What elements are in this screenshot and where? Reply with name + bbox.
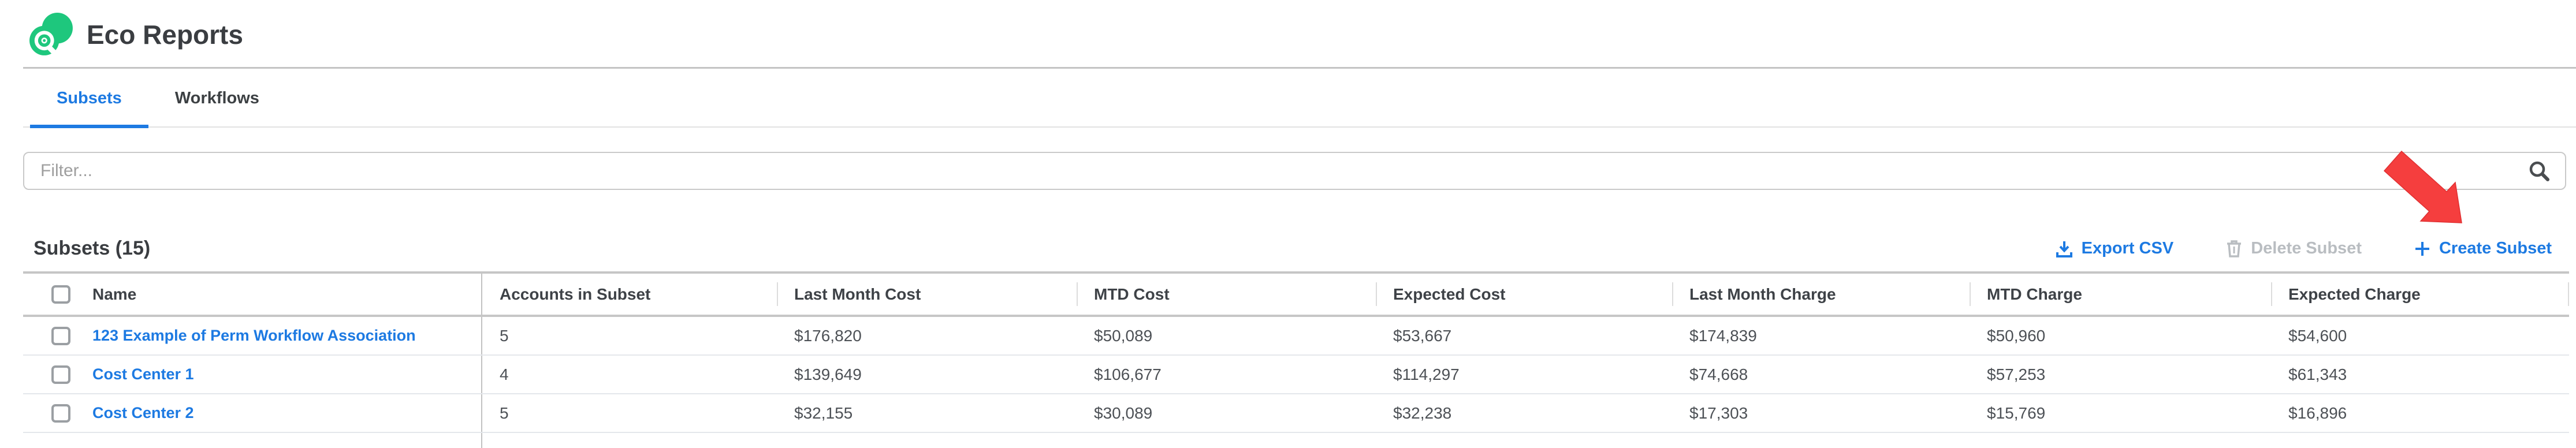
subset-name-link[interactable]: Cost Center 1 — [92, 365, 194, 383]
column-header-expected-charge: Expected Charge — [2271, 274, 2569, 315]
last-month-cost-cell: $176,820 — [794, 326, 862, 345]
tab-workflows[interactable]: Workflows — [174, 89, 259, 107]
last-month-cost-cell: $32,155 — [794, 404, 853, 422]
app-header: Eco Reports — [0, 0, 2576, 69]
tab-bar: Subsets Workflows — [0, 69, 2576, 128]
filter-bar — [23, 152, 2566, 190]
expected-cost-cell: $32,238 — [1393, 404, 1452, 422]
create-subset-label: Create Subset — [2439, 239, 2552, 257]
trash-icon — [2227, 240, 2242, 257]
mtd-charge-cell: $50,960 — [1987, 326, 2046, 345]
column-header-name-label: Name — [92, 285, 137, 303]
table-row: 123 Example of Perm Workflow Association… — [23, 317, 2569, 356]
column-header-last-month-cost: Last Month Cost — [777, 274, 1077, 315]
table-row: Cost Center 2 5 $32,155 $30,089 $32,238 … — [23, 394, 2569, 433]
last-month-cost-cell: $139,649 — [794, 365, 862, 383]
plus-icon — [2415, 241, 2429, 256]
create-subset-button[interactable]: Create Subset — [2414, 239, 2552, 258]
last-month-charge-cell: $17,303 — [1689, 404, 1748, 422]
column-header-accounts: Accounts in Subset — [481, 274, 777, 315]
table-row: Cost Center 1 4 $139,649 $106,677 $114,2… — [23, 356, 2569, 394]
expected-cost-cell: $53,667 — [1393, 326, 1452, 345]
tab-subsets[interactable]: Subsets — [30, 69, 148, 128]
last-month-charge-cell: $174,839 — [1689, 326, 1757, 345]
column-header-name: Name — [23, 274, 481, 315]
action-buttons: Export CSV Delete Subset Create Subset — [2003, 239, 2552, 258]
name-cell: 123 Example of Perm Workflow Association — [23, 317, 481, 354]
expected-cost-cell: $114,297 — [1393, 365, 1460, 383]
mtd-charge-cell: $15,769 — [1987, 404, 2046, 422]
export-csv-button[interactable]: Export CSV — [2055, 239, 2174, 258]
download-icon — [2056, 241, 2072, 257]
search-icon — [2529, 161, 2549, 181]
accounts-cell: 4 — [481, 356, 777, 393]
column-header-expected-cost: Expected Cost — [1376, 274, 1672, 315]
accounts-cell: 5 — [481, 394, 777, 432]
column-header-mtd-charge: MTD Charge — [1970, 274, 2271, 315]
table-header-row: Name Accounts in Subset Last Month Cost … — [23, 274, 2569, 317]
subset-name-link[interactable]: 123 Example of Perm Workflow Association — [92, 327, 416, 344]
select-all-checkbox[interactable] — [51, 285, 70, 304]
export-csv-label: Export CSV — [2081, 239, 2174, 257]
row-checkbox[interactable] — [51, 365, 70, 384]
page-title: Eco Reports — [87, 19, 243, 50]
expected-charge-cell: $54,600 — [2288, 326, 2347, 345]
delete-subset-label: Delete Subset — [2251, 239, 2362, 257]
column-header-mtd-cost: MTD Cost — [1077, 274, 1376, 315]
mtd-charge-cell: $57,253 — [1987, 365, 2046, 383]
eco-logo-icon — [29, 12, 73, 57]
mtd-cost-cell: $50,089 — [1094, 326, 1153, 345]
subset-name-link[interactable]: Cost Center 2 — [92, 404, 194, 421]
name-cell: Cost Center 1 — [23, 356, 481, 393]
row-checkbox[interactable] — [51, 404, 70, 423]
section-title: Subsets (15) — [33, 237, 151, 259]
expected-charge-cell: $61,343 — [2288, 365, 2347, 383]
name-cell: Cost Center 2 — [23, 394, 481, 432]
delete-subset-button[interactable]: Delete Subset — [2225, 239, 2362, 258]
mtd-cost-cell: $30,089 — [1094, 404, 1153, 422]
section-header: Subsets (15) Export CSV Delete Subset — [0, 226, 2576, 271]
last-month-charge-cell: $74,668 — [1689, 365, 1748, 383]
accounts-cell: 5 — [481, 317, 777, 354]
row-checkbox[interactable] — [51, 326, 70, 345]
filter-input[interactable] — [23, 152, 2566, 190]
column-header-last-month-charge: Last Month Charge — [1672, 274, 1970, 315]
subsets-table: Name Accounts in Subset Last Month Cost … — [23, 271, 2569, 448]
mtd-cost-cell: $106,677 — [1094, 365, 1162, 383]
table-row-partial — [23, 433, 2569, 448]
expected-charge-cell: $16,896 — [2288, 404, 2347, 422]
